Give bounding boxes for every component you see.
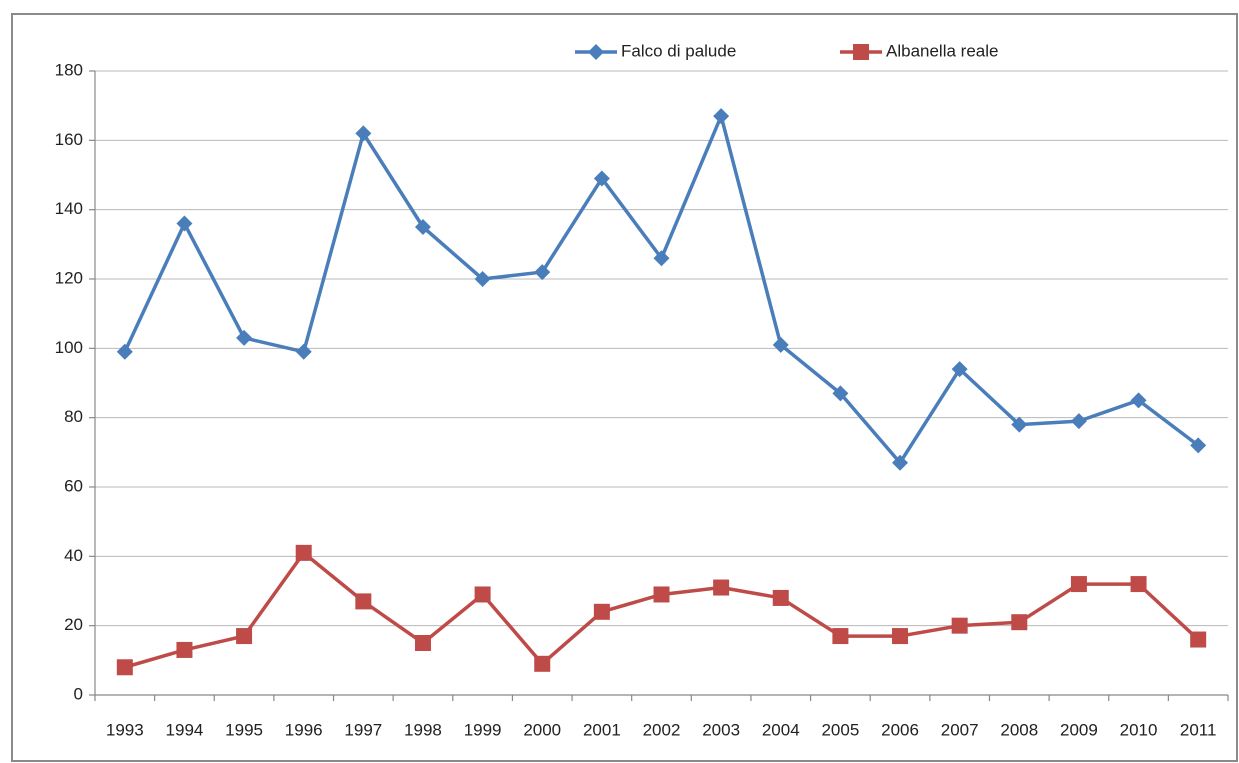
- data-point: [474, 586, 491, 603]
- data-point: [772, 336, 789, 353]
- data-point: [295, 544, 312, 561]
- data-point: [1070, 576, 1087, 593]
- data-point: [892, 454, 909, 471]
- x-tick-label: 1996: [285, 720, 323, 739]
- x-tick-label: 2008: [1000, 720, 1038, 739]
- data-point: [892, 628, 909, 645]
- data-point: [951, 617, 968, 634]
- data-point: [593, 603, 610, 620]
- y-tick-label: 120: [55, 268, 83, 287]
- y-tick-label: 180: [55, 60, 83, 79]
- data-point: [236, 628, 253, 645]
- y-tick-label: 60: [64, 476, 83, 495]
- x-tick-label: 2005: [821, 720, 859, 739]
- data-point: [832, 385, 849, 402]
- data-point: [116, 659, 133, 676]
- data-point: [653, 586, 670, 603]
- x-tick-label: 2007: [941, 720, 979, 739]
- data-point: [414, 219, 431, 235]
- y-tick-label: 40: [64, 546, 83, 565]
- x-tick-label: 1997: [344, 720, 382, 739]
- data-point: [534, 655, 551, 672]
- data-point: [534, 264, 551, 281]
- x-tick-label: 2004: [762, 720, 800, 739]
- data-point: [951, 361, 968, 378]
- legend-label: Falco di palude: [621, 41, 736, 60]
- legend-label: Albanella reale: [886, 41, 998, 60]
- x-tick-label: 2009: [1060, 720, 1098, 739]
- data-point: [474, 271, 491, 287]
- data-point: [295, 343, 312, 360]
- legend-marker: [853, 44, 869, 60]
- data-point: [713, 579, 730, 596]
- legend-marker: [588, 44, 604, 60]
- data-point: [414, 635, 431, 651]
- data-point: [1011, 614, 1028, 631]
- x-tick-label: 2011: [1180, 720, 1217, 739]
- data-point: [653, 250, 670, 267]
- data-point: [116, 343, 133, 360]
- y-tick-label: 160: [55, 130, 83, 149]
- data-point: [1190, 631, 1207, 648]
- chart-frame: [11, 13, 1238, 762]
- data-point: [1130, 576, 1147, 593]
- data-point: [176, 215, 193, 232]
- y-tick-label: 80: [64, 407, 83, 426]
- y-tick-label: 140: [55, 199, 83, 218]
- data-point: [176, 641, 193, 658]
- x-tick-label: 2006: [881, 720, 919, 739]
- x-tick-label: 1993: [106, 720, 144, 739]
- data-point: [1130, 392, 1147, 409]
- y-tick-label: 100: [55, 338, 83, 357]
- x-tick-label: 1998: [404, 720, 442, 739]
- data-point: [832, 628, 849, 645]
- data-point: [772, 589, 789, 606]
- data-point: [355, 593, 372, 610]
- x-tick-label: 1994: [166, 720, 204, 739]
- data-point: [1190, 437, 1207, 454]
- x-tick-label: 2003: [702, 720, 740, 739]
- x-tick-label: 1995: [225, 720, 263, 739]
- data-point: [355, 125, 372, 142]
- x-tick-label: 2000: [523, 720, 561, 739]
- data-point: [1011, 416, 1028, 433]
- data-point: [593, 170, 610, 187]
- data-point: [236, 329, 253, 346]
- x-tick-label: 2001: [583, 720, 621, 739]
- x-tick-label: 1999: [464, 720, 502, 739]
- x-tick-label: 2002: [643, 720, 681, 739]
- data-point: [713, 108, 730, 125]
- y-tick-label: 20: [64, 615, 83, 634]
- x-tick-label: 2010: [1120, 720, 1158, 739]
- y-tick-label: 0: [74, 684, 83, 703]
- data-point: [1070, 413, 1087, 430]
